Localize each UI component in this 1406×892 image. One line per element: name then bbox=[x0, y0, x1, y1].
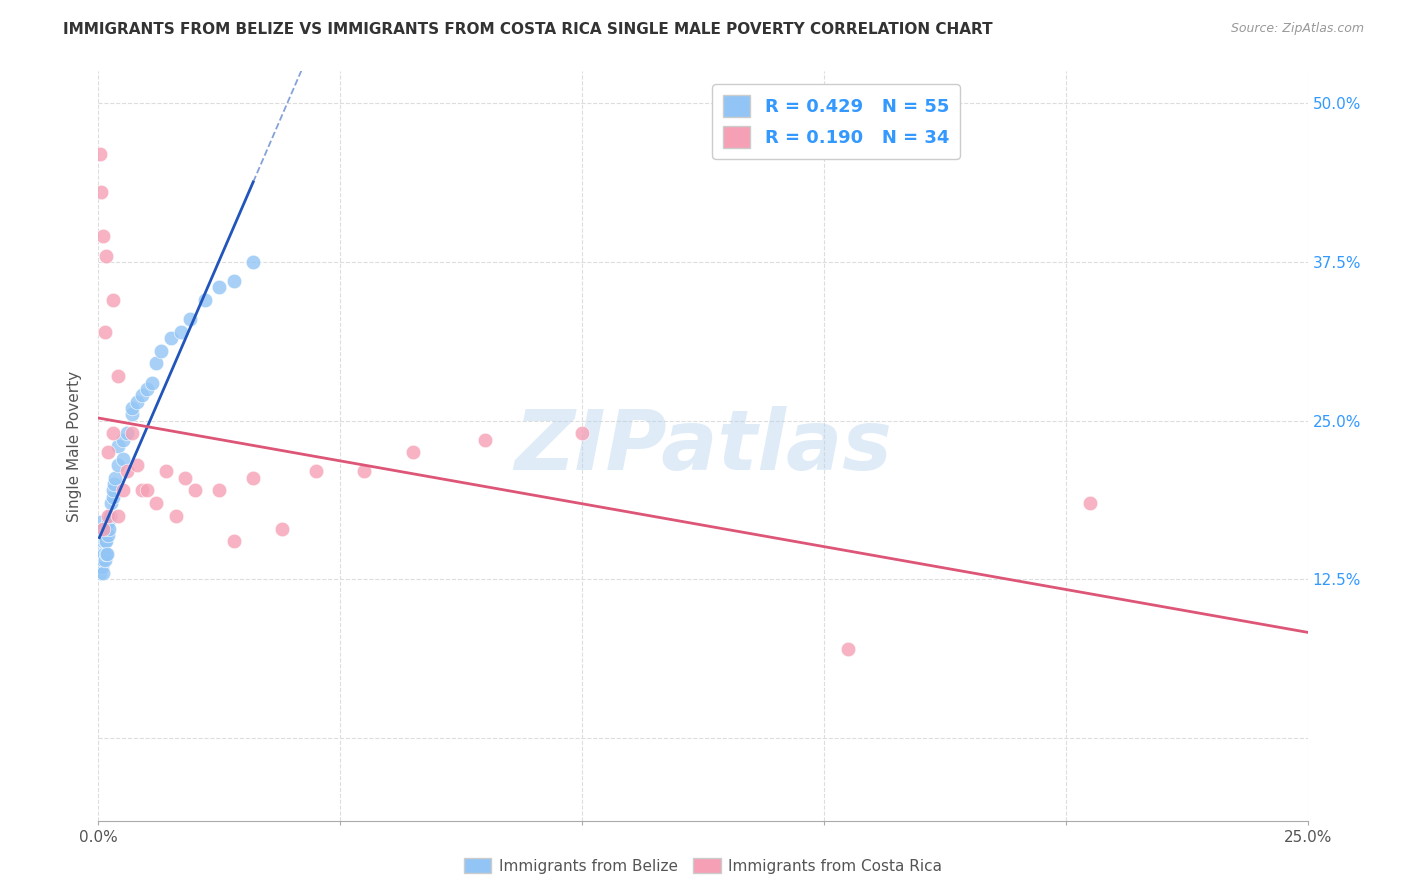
Point bbox=[141, 376, 163, 390]
Point bbox=[89, 515, 111, 529]
Point bbox=[91, 553, 114, 567]
Point bbox=[89, 147, 111, 161]
Point bbox=[97, 528, 120, 542]
Point bbox=[103, 477, 125, 491]
Point bbox=[145, 496, 167, 510]
Point bbox=[169, 325, 191, 339]
Point bbox=[107, 458, 129, 472]
Point bbox=[90, 553, 112, 567]
Point bbox=[91, 566, 114, 580]
Point bbox=[91, 522, 114, 536]
Point bbox=[150, 343, 173, 358]
Point bbox=[127, 458, 149, 472]
Point bbox=[107, 369, 129, 384]
Point bbox=[96, 534, 118, 549]
Point bbox=[101, 490, 124, 504]
Legend: R = 0.429   N = 55, R = 0.190   N = 34: R = 0.429 N = 55, R = 0.190 N = 34 bbox=[713, 84, 960, 159]
Point bbox=[155, 464, 177, 478]
Point bbox=[121, 401, 143, 415]
Point bbox=[145, 356, 167, 370]
Point bbox=[91, 553, 114, 567]
Point bbox=[179, 312, 201, 326]
Point bbox=[91, 534, 114, 549]
Point bbox=[1078, 496, 1101, 510]
Point bbox=[127, 394, 149, 409]
Point bbox=[97, 508, 120, 523]
Point bbox=[222, 274, 245, 288]
Point bbox=[194, 293, 217, 307]
Point bbox=[135, 483, 157, 498]
Point bbox=[165, 508, 187, 523]
Point bbox=[837, 642, 859, 657]
Point bbox=[98, 508, 121, 523]
Point bbox=[101, 426, 124, 441]
Point bbox=[89, 522, 111, 536]
Point bbox=[117, 464, 139, 478]
Point bbox=[353, 464, 375, 478]
Point bbox=[90, 541, 112, 555]
Text: Source: ZipAtlas.com: Source: ZipAtlas.com bbox=[1230, 22, 1364, 36]
Point bbox=[89, 566, 111, 580]
Point bbox=[402, 445, 425, 459]
Point bbox=[98, 522, 121, 536]
Point bbox=[174, 471, 197, 485]
Point bbox=[111, 483, 134, 498]
Point bbox=[104, 471, 127, 485]
Point bbox=[111, 433, 134, 447]
Point bbox=[131, 388, 153, 402]
Point bbox=[94, 248, 117, 262]
Point bbox=[571, 426, 593, 441]
Point bbox=[90, 559, 112, 574]
Point bbox=[91, 534, 114, 549]
Point bbox=[121, 407, 143, 421]
Point bbox=[101, 483, 124, 498]
Point bbox=[91, 229, 114, 244]
Point bbox=[208, 280, 231, 294]
Point bbox=[94, 528, 117, 542]
Point bbox=[222, 534, 245, 549]
Point bbox=[90, 534, 112, 549]
Point bbox=[96, 522, 118, 536]
Point bbox=[271, 522, 294, 536]
Point bbox=[93, 553, 115, 567]
Point bbox=[111, 451, 134, 466]
Point bbox=[121, 426, 143, 441]
Point bbox=[94, 534, 117, 549]
Point bbox=[93, 528, 115, 542]
Point bbox=[107, 508, 129, 523]
Point bbox=[474, 433, 496, 447]
Point bbox=[90, 534, 112, 549]
Point bbox=[93, 547, 115, 561]
Point bbox=[101, 293, 124, 307]
Point bbox=[305, 464, 328, 478]
Point bbox=[94, 547, 117, 561]
Text: IMMIGRANTS FROM BELIZE VS IMMIGRANTS FROM COSTA RICA SINGLE MALE POVERTY CORRELA: IMMIGRANTS FROM BELIZE VS IMMIGRANTS FRO… bbox=[63, 22, 993, 37]
Legend: Immigrants from Belize, Immigrants from Costa Rica: Immigrants from Belize, Immigrants from … bbox=[457, 852, 949, 880]
Point bbox=[242, 471, 264, 485]
Point bbox=[91, 547, 114, 561]
Point bbox=[208, 483, 231, 498]
Point bbox=[117, 426, 139, 441]
Point bbox=[91, 522, 114, 536]
Point bbox=[131, 483, 153, 498]
Point bbox=[160, 331, 183, 345]
Point bbox=[107, 439, 129, 453]
Point bbox=[96, 547, 118, 561]
Point bbox=[184, 483, 207, 498]
Point bbox=[135, 382, 157, 396]
Point bbox=[90, 185, 112, 199]
Text: ZIPatlas: ZIPatlas bbox=[515, 406, 891, 486]
Point bbox=[89, 534, 111, 549]
Point bbox=[97, 445, 120, 459]
Point bbox=[97, 515, 120, 529]
Point bbox=[93, 325, 115, 339]
Point bbox=[242, 255, 264, 269]
Y-axis label: Single Male Poverty: Single Male Poverty bbox=[67, 370, 83, 522]
Point bbox=[90, 547, 112, 561]
Point bbox=[100, 496, 122, 510]
